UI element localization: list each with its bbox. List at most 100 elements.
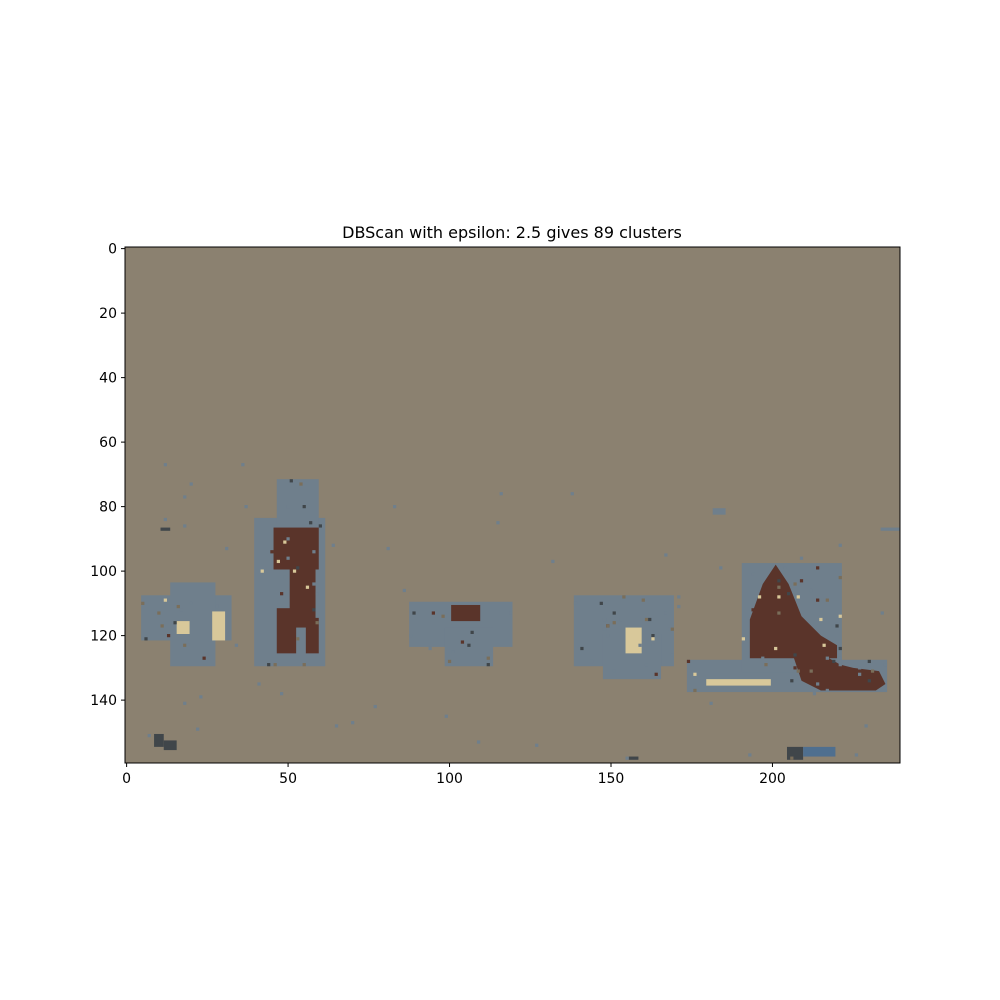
noise-pixel	[751, 572, 755, 576]
cluster-pixel	[144, 637, 148, 641]
cluster-pixel	[757, 595, 762, 599]
noise-pixel	[163, 517, 167, 522]
noise-pixel	[677, 595, 681, 599]
cluster-pixel	[741, 643, 745, 647]
cluster-pixel	[777, 595, 781, 599]
y-tick-label: 20	[99, 306, 117, 322]
cluster-pixel	[606, 624, 610, 628]
noise-pixel	[351, 721, 355, 725]
cluster-pixel	[183, 643, 187, 647]
noise-pixel	[312, 550, 316, 554]
cluster-pixel	[796, 595, 800, 599]
cluster-pixel	[832, 659, 836, 664]
noise-pixel	[444, 714, 448, 718]
y-tick-label: 0	[108, 242, 117, 258]
y-tick-label: 60	[99, 435, 117, 451]
cluster-pixel	[612, 621, 616, 625]
cluster-pixel	[470, 630, 474, 634]
cluster-pixel	[819, 669, 823, 673]
cluster-region-26	[712, 508, 726, 515]
noise-pixel	[838, 543, 842, 547]
cluster-pixel	[309, 521, 313, 525]
cluster-pixel	[296, 530, 300, 535]
cluster-pixel	[280, 592, 284, 596]
noise-pixel	[163, 463, 167, 467]
cluster-pixel	[309, 588, 313, 593]
noise-pixel	[373, 704, 377, 709]
noise-pixel	[334, 724, 339, 728]
cluster-pixel	[793, 653, 797, 657]
noise-pixel	[476, 740, 481, 744]
y-tick-label: 100	[90, 564, 117, 580]
cluster-pixel	[825, 688, 829, 693]
noise-pixel	[812, 692, 817, 696]
cluster-pixel	[283, 575, 287, 580]
cluster-region-3	[176, 621, 190, 634]
x-tick-label: 100	[436, 771, 463, 787]
x-tick-label: 0	[122, 771, 131, 787]
cluster-region-28	[160, 527, 171, 531]
cluster-region-25	[628, 756, 639, 760]
noise-pixel	[719, 566, 723, 570]
cluster-pixel	[467, 643, 471, 647]
cluster-pixel	[651, 634, 655, 638]
cluster-pixel	[741, 637, 745, 641]
noise-pixel	[573, 601, 578, 605]
cluster-pixel	[602, 627, 607, 631]
cluster-pixel	[809, 669, 813, 673]
cluster-pixel	[318, 524, 322, 528]
cluster-pixel	[693, 688, 697, 693]
cluster-pixel	[299, 482, 303, 486]
cluster-region-12	[451, 604, 481, 622]
noise-pixel	[809, 588, 813, 593]
cluster-pixel	[644, 663, 649, 667]
cluster-pixel	[273, 663, 277, 667]
cluster-region-23	[786, 746, 804, 760]
cluster-pixel	[822, 643, 826, 647]
cluster-pixel	[283, 540, 287, 544]
noise-pixel	[225, 546, 229, 551]
noise-pixel	[402, 588, 406, 593]
cluster-pixel	[838, 614, 842, 618]
cluster-region-8	[276, 608, 297, 654]
cluster-pixel	[447, 659, 452, 664]
cluster-pixel	[486, 656, 490, 660]
cluster-pixel	[819, 617, 823, 622]
x-axis: 0 50 100 150 200	[122, 763, 786, 787]
noise-pixel	[858, 672, 862, 676]
cluster-pixel	[644, 617, 649, 622]
cluster-pixel	[670, 627, 674, 631]
cluster-pixel	[286, 556, 290, 560]
cluster-region-18	[749, 564, 838, 659]
cluster-pixel	[790, 679, 794, 683]
cluster-pixel	[686, 659, 691, 664]
y-axis: 0 20 40 60 80 100 120 140	[90, 242, 125, 709]
cluster-pixel	[176, 604, 180, 609]
cluster-pixel	[602, 617, 607, 622]
cluster-pixel	[612, 611, 616, 615]
cluster-pixel	[460, 640, 465, 644]
cluster-region-27	[880, 527, 900, 531]
cluster-pixel	[825, 598, 829, 602]
noise-pixel	[551, 559, 555, 564]
y-tick-label: 80	[99, 500, 117, 516]
cluster-pixel	[641, 598, 645, 602]
cluster-region-24	[803, 746, 836, 757]
cluster-pixel	[270, 550, 274, 554]
noise-pixel	[638, 643, 642, 647]
y-tick-label: 140	[90, 693, 117, 709]
noise-pixel	[709, 701, 713, 705]
cluster-pixel	[838, 575, 842, 580]
cluster-pixel	[315, 592, 319, 596]
cluster-pixel	[774, 646, 778, 651]
cluster-region-15	[625, 627, 642, 654]
cluster-pixel	[793, 666, 797, 670]
cluster-pixel	[412, 611, 416, 615]
cluster-region-19	[791, 651, 886, 691]
cluster-pixel	[867, 679, 871, 683]
cluster-pixel	[786, 592, 791, 596]
cluster-pixel	[289, 479, 293, 483]
cluster-pixel	[667, 627, 671, 631]
noise-pixel	[816, 682, 820, 686]
cluster-pixel	[166, 634, 171, 638]
